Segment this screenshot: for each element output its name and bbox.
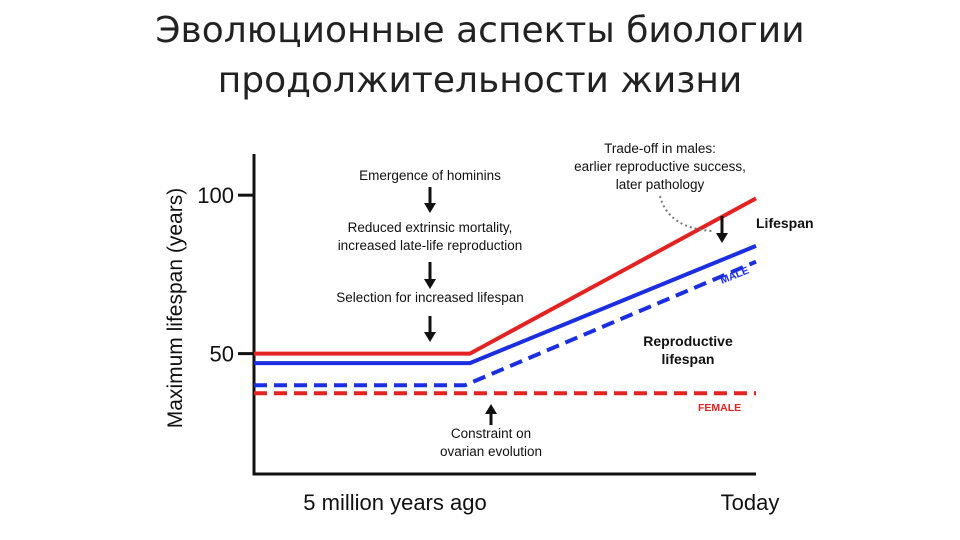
chart-series xyxy=(254,196,757,396)
series-line-male-dashed xyxy=(254,259,757,388)
arrow-selection-head xyxy=(424,332,436,342)
slide-title: Эволюционные аспекты биологии продолжите… xyxy=(0,6,960,106)
arrow-constraint-head xyxy=(485,404,497,414)
series-label-female: FEMALE xyxy=(698,402,741,414)
tradeoff-leader xyxy=(659,195,713,232)
series-label-reproductive-line2: lifespan xyxy=(662,351,715,367)
annotation-constraint-line1: Constraint on xyxy=(451,426,531,441)
series-line-male-solid xyxy=(254,244,757,366)
chart-annotations: Maximum lifespan (years) Emergence of ho… xyxy=(164,141,814,459)
series-label-lifespan: Lifespan xyxy=(756,215,814,231)
arrow-reduced-head xyxy=(424,279,436,289)
annotation-tradeoff-line3: later pathology xyxy=(616,177,705,192)
annotation-reduced-line2: increased late-life reproduction xyxy=(338,238,523,253)
x-tick-label: 5 million years ago xyxy=(303,490,486,515)
annotation-arrows xyxy=(424,187,728,425)
annotation-constraint-line2: ovarian evolution xyxy=(440,444,542,459)
x-tick-label: Today xyxy=(721,490,780,515)
annotation-tradeoff-line1: Trade-off in males: xyxy=(604,141,716,156)
series-line-lifespan-solid xyxy=(254,196,757,356)
chart-axes: 50 100 5 million years ago Today xyxy=(197,154,779,515)
arrow-tradeoff-head xyxy=(716,233,728,243)
series-label-male: MALE xyxy=(719,265,751,287)
arrow-emergence-head xyxy=(424,203,436,213)
annotation-selection: Selection for increased lifespan xyxy=(336,290,524,305)
y-axis-label: Maximum lifespan (years) xyxy=(164,188,187,428)
series-label-reproductive-line1: Reproductive xyxy=(643,333,733,349)
annotation-emergence: Emergence of hominins xyxy=(359,168,501,183)
annotation-tradeoff-line2: earlier reproductive success, xyxy=(574,159,746,174)
y-tick-label: 50 xyxy=(210,342,234,367)
slide-title-line1: Эволюционные аспекты биологии xyxy=(155,10,805,51)
slide-title-line2: продолжительности жизни xyxy=(217,60,743,101)
annotation-reduced-line1: Reduced extrinsic mortality, xyxy=(348,220,513,235)
y-tick-label: 100 xyxy=(197,183,234,208)
